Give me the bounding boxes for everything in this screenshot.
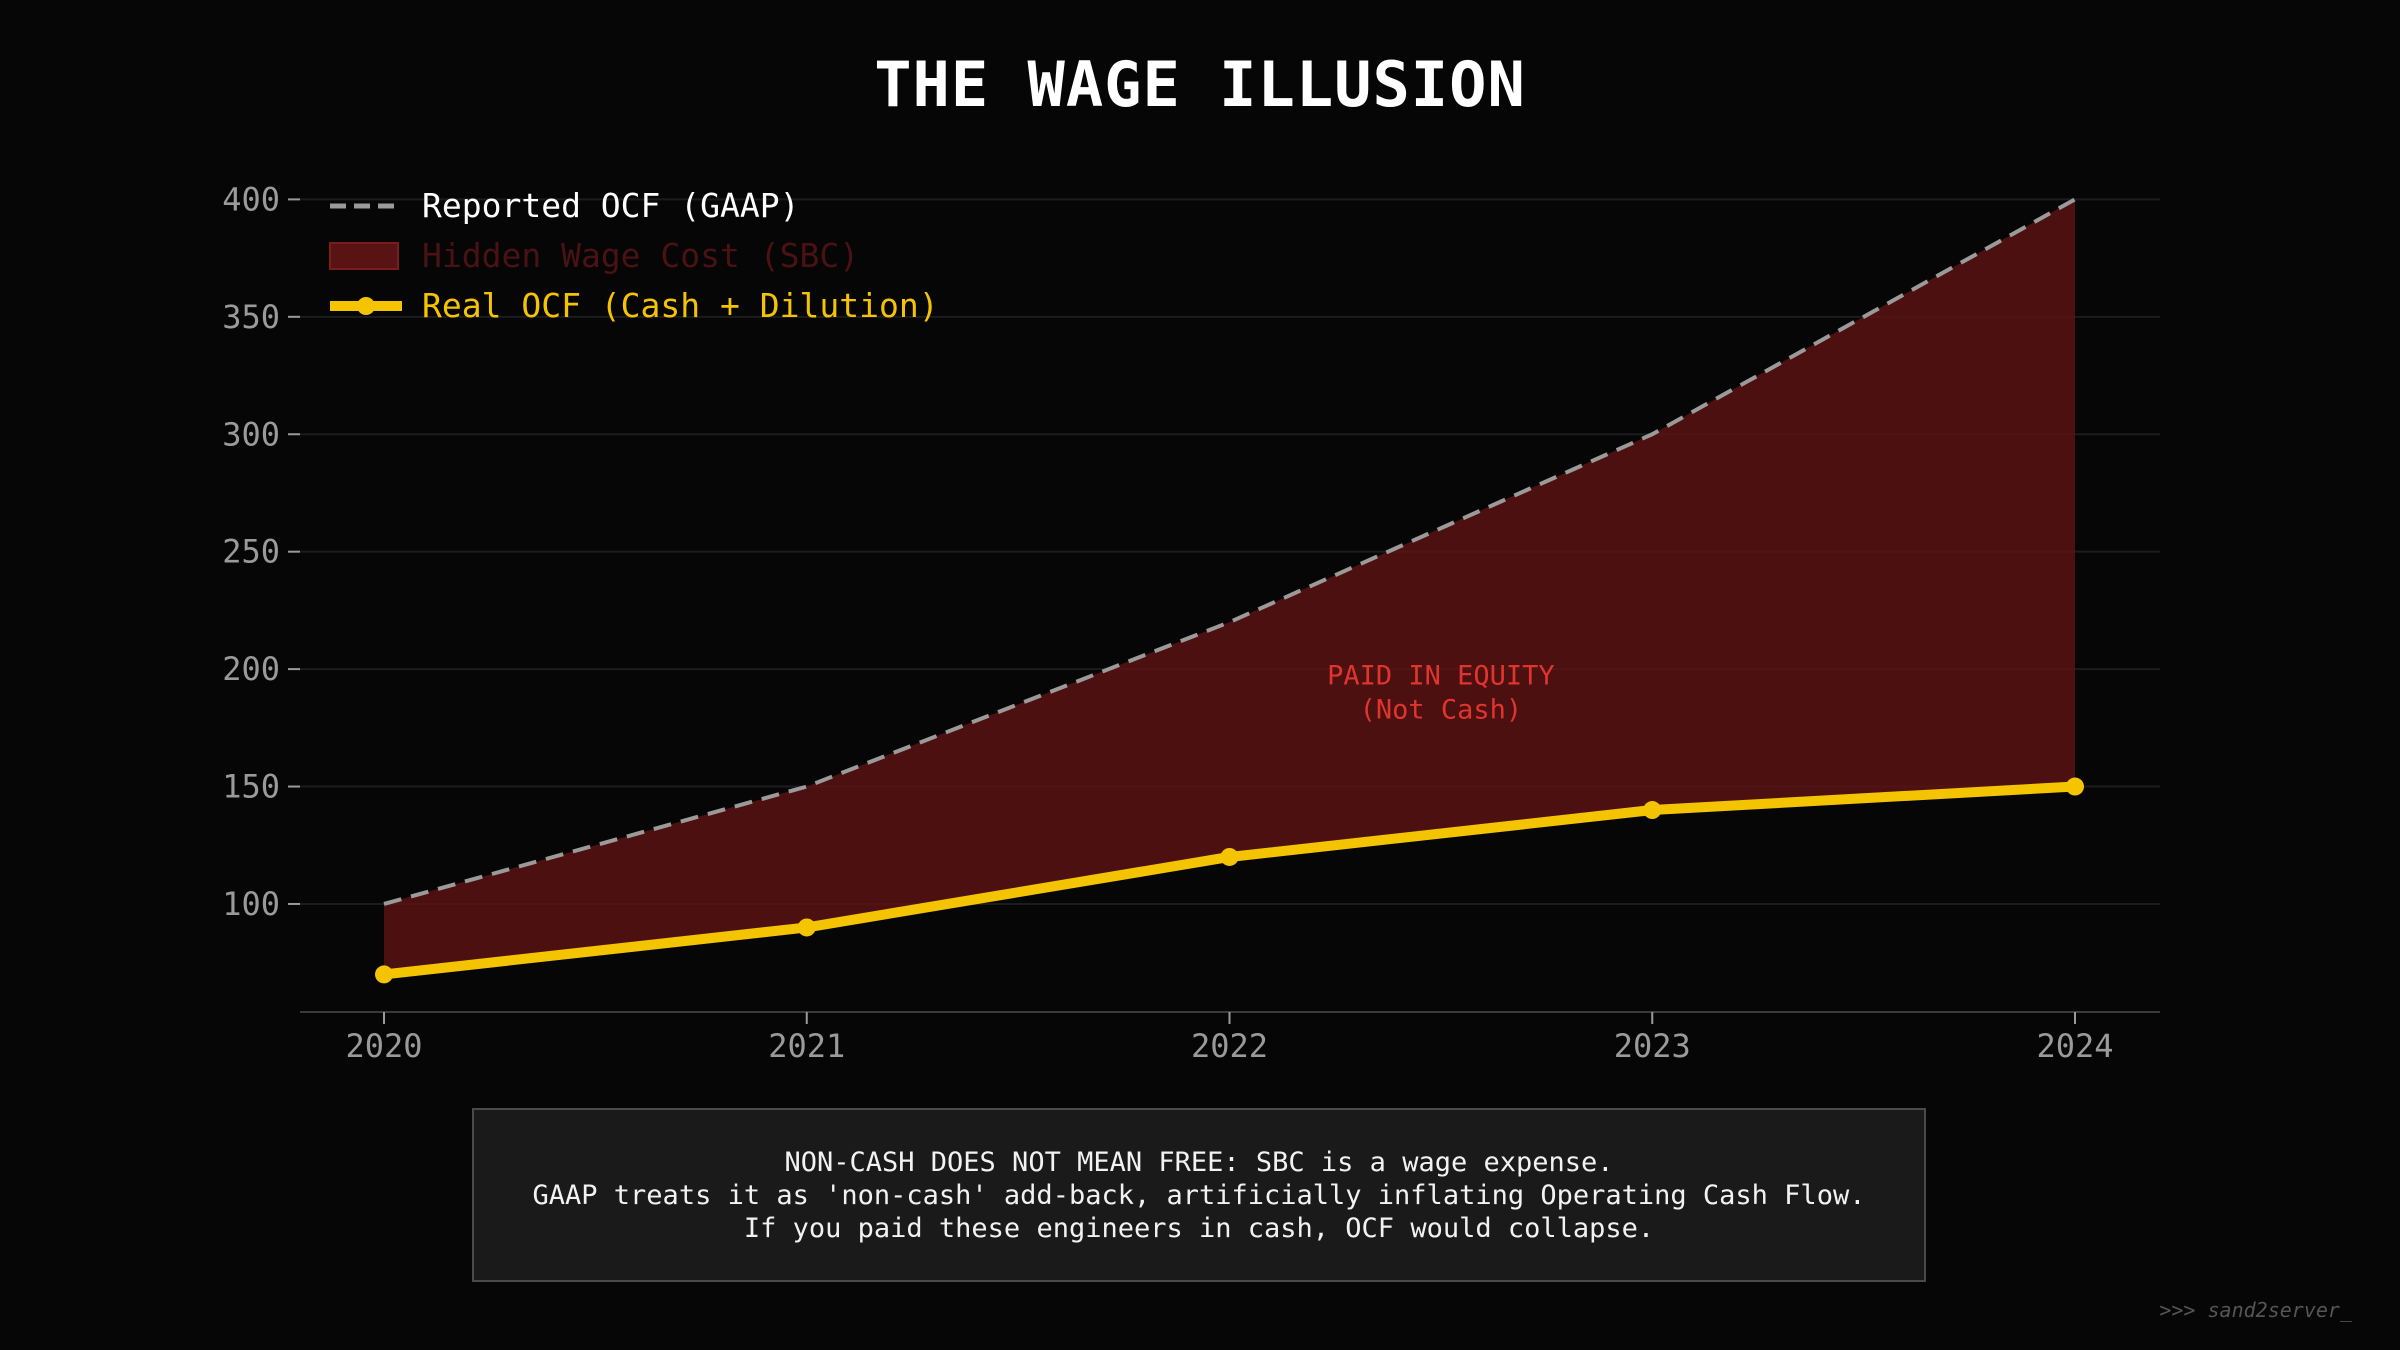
- y-tick-label: 100: [222, 885, 280, 923]
- real-ocf-point: [1643, 801, 1662, 820]
- annotation-label: (Not Cash): [1360, 695, 1523, 726]
- y-tick-label: 250: [222, 533, 280, 571]
- y-tick-label: 300: [222, 415, 280, 453]
- real-ocf-point: [1220, 847, 1239, 866]
- x-tick-label: 2022: [1191, 1027, 1268, 1065]
- y-tick-label: 400: [222, 180, 280, 218]
- note-line: NON-CASH DOES NOT MEAN FREE: SBC is a wa…: [784, 1146, 1614, 1178]
- x-tick-label: 2020: [345, 1027, 422, 1065]
- signature-text: >>> sand2server_: [2159, 1298, 2352, 1322]
- x-tick-label: 2021: [768, 1027, 845, 1065]
- y-tick-label: 150: [222, 768, 280, 806]
- real-ocf-point: [797, 918, 816, 937]
- chart-title: THE WAGE ILLUSION: [874, 48, 1526, 121]
- explanation-note-box: NON-CASH DOES NOT MEAN FREE: SBC is a wa…: [472, 1108, 1926, 1282]
- annotation-label: PAID IN EQUITY: [1327, 661, 1555, 692]
- x-tick-label: 2024: [2036, 1027, 2113, 1065]
- note-line: GAAP treats it as 'non-cash' add-back, a…: [532, 1179, 1866, 1211]
- legend-sbc-swatch: [329, 242, 399, 270]
- sbc-area: [384, 199, 2075, 975]
- note-line: If you paid these engineers in cash, OCF…: [743, 1212, 1655, 1244]
- y-tick-label: 200: [222, 650, 280, 688]
- legend-real-label: Real OCF (Cash + Dilution): [422, 286, 939, 325]
- y-tick-label: 350: [222, 298, 280, 336]
- real-ocf-point: [375, 965, 393, 984]
- legend-sbc-label: Hidden Wage Cost (SBC): [422, 236, 859, 275]
- reported-ocf-line: [383, 197, 2076, 906]
- real-ocf-point: [2066, 777, 2084, 796]
- x-tick-label: 2023: [1614, 1027, 1691, 1065]
- legend-real-marker: [357, 297, 375, 315]
- legend-reported-label: Reported OCF (GAAP): [422, 186, 800, 225]
